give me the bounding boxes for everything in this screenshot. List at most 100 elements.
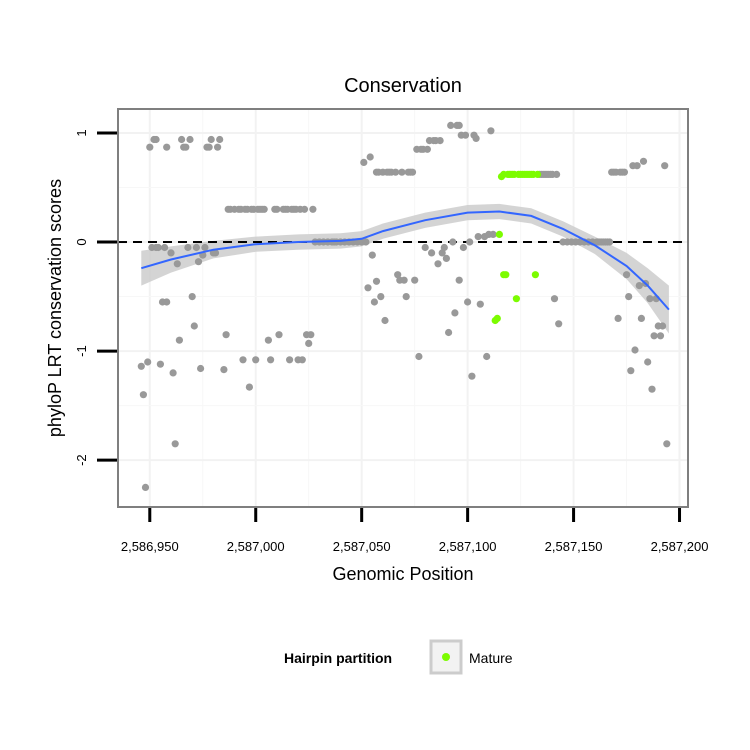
y-axis: -2 -1 0 1	[74, 129, 117, 466]
point-other	[550, 295, 559, 303]
point-other	[381, 316, 389, 325]
point-other	[489, 230, 497, 238]
point-other	[368, 251, 376, 259]
point-other	[606, 238, 614, 246]
point-other	[656, 332, 665, 340]
point-other	[146, 143, 154, 151]
smooth-fit-line	[141, 210, 670, 311]
point-other	[483, 352, 491, 361]
point-other	[216, 135, 224, 144]
point-other	[360, 158, 368, 166]
point-other	[205, 143, 213, 151]
point-other	[377, 293, 385, 301]
point-other	[620, 168, 629, 176]
point-other	[173, 260, 181, 268]
point-other	[423, 145, 431, 153]
point-mature	[531, 271, 540, 279]
point-other	[197, 364, 205, 373]
x-axis-title: Genomic Position	[332, 564, 473, 584]
point-other	[436, 137, 444, 145]
point-other	[175, 336, 183, 344]
point-other	[370, 298, 378, 306]
point-other	[144, 358, 152, 366]
point-other	[449, 238, 457, 246]
point-other	[635, 282, 643, 290]
y-axis-title: phyloP LRT conservation scores	[45, 179, 65, 437]
point-other	[307, 331, 315, 339]
x-axis: 2,586,950 2,587,000 2,587,050 2,587,100 2,58…	[121, 508, 708, 554]
point-other	[464, 298, 472, 306]
point-mature	[495, 230, 503, 238]
point-other	[186, 135, 194, 144]
legend-key-box	[429, 639, 463, 675]
point-other	[614, 314, 622, 322]
point-other	[648, 385, 656, 393]
plot-area	[117, 108, 689, 508]
point-other	[623, 271, 631, 279]
point-other	[442, 254, 450, 262]
point-other	[555, 320, 563, 328]
point-other	[400, 276, 408, 284]
point-other	[169, 369, 177, 377]
point-mature	[534, 170, 542, 178]
point-other	[273, 205, 281, 213]
chart-title: Conservation	[344, 75, 462, 97]
legend-title: Hairpin partition	[284, 650, 392, 666]
point-other	[190, 322, 198, 330]
point-other	[201, 243, 209, 252]
y-tick-label: 0	[74, 238, 89, 245]
point-other	[182, 143, 190, 151]
point-other	[178, 135, 186, 144]
legend-label-mature: Mature	[469, 650, 513, 666]
point-other	[222, 331, 230, 339]
point-other	[392, 168, 400, 176]
point-other	[184, 243, 192, 252]
point-other	[553, 170, 561, 178]
point-other	[663, 440, 671, 448]
point-other	[440, 243, 448, 252]
point-other	[137, 362, 145, 370]
point-other	[459, 243, 467, 252]
point-mature	[493, 314, 501, 322]
point-other	[644, 358, 652, 366]
point-other	[468, 372, 476, 380]
y-tick-label: -1	[74, 345, 89, 357]
point-other	[300, 205, 309, 213]
point-other	[163, 298, 171, 306]
point-other	[298, 356, 306, 364]
point-other	[487, 127, 495, 135]
point-other	[214, 143, 222, 151]
point-other	[362, 238, 370, 246]
point-other	[455, 121, 463, 129]
point-other	[466, 238, 474, 246]
x-tick-label: 2,587,050	[333, 539, 391, 554]
point-other	[207, 135, 215, 144]
point-other	[245, 383, 253, 391]
point-other	[472, 134, 480, 142]
point-other	[415, 352, 423, 361]
point-mature	[502, 271, 510, 279]
point-other	[402, 293, 410, 301]
plot-background	[118, 109, 688, 507]
point-other	[152, 135, 160, 144]
point-other	[639, 157, 648, 165]
point-other	[156, 360, 164, 368]
point-other	[411, 276, 419, 284]
point-other	[408, 168, 417, 176]
point-other	[192, 243, 200, 252]
point-other	[139, 391, 147, 399]
data-points	[137, 121, 671, 491]
point-other	[163, 143, 171, 151]
point-other	[188, 293, 196, 301]
plot-border	[117, 108, 689, 508]
point-other	[421, 243, 429, 252]
point-other	[474, 233, 482, 241]
point-other	[286, 356, 294, 364]
point-other	[631, 346, 639, 354]
point-other	[650, 332, 658, 340]
confidence-band-area	[141, 203, 669, 334]
point-other	[637, 314, 646, 322]
point-other	[372, 277, 381, 285]
point-other	[161, 243, 169, 252]
